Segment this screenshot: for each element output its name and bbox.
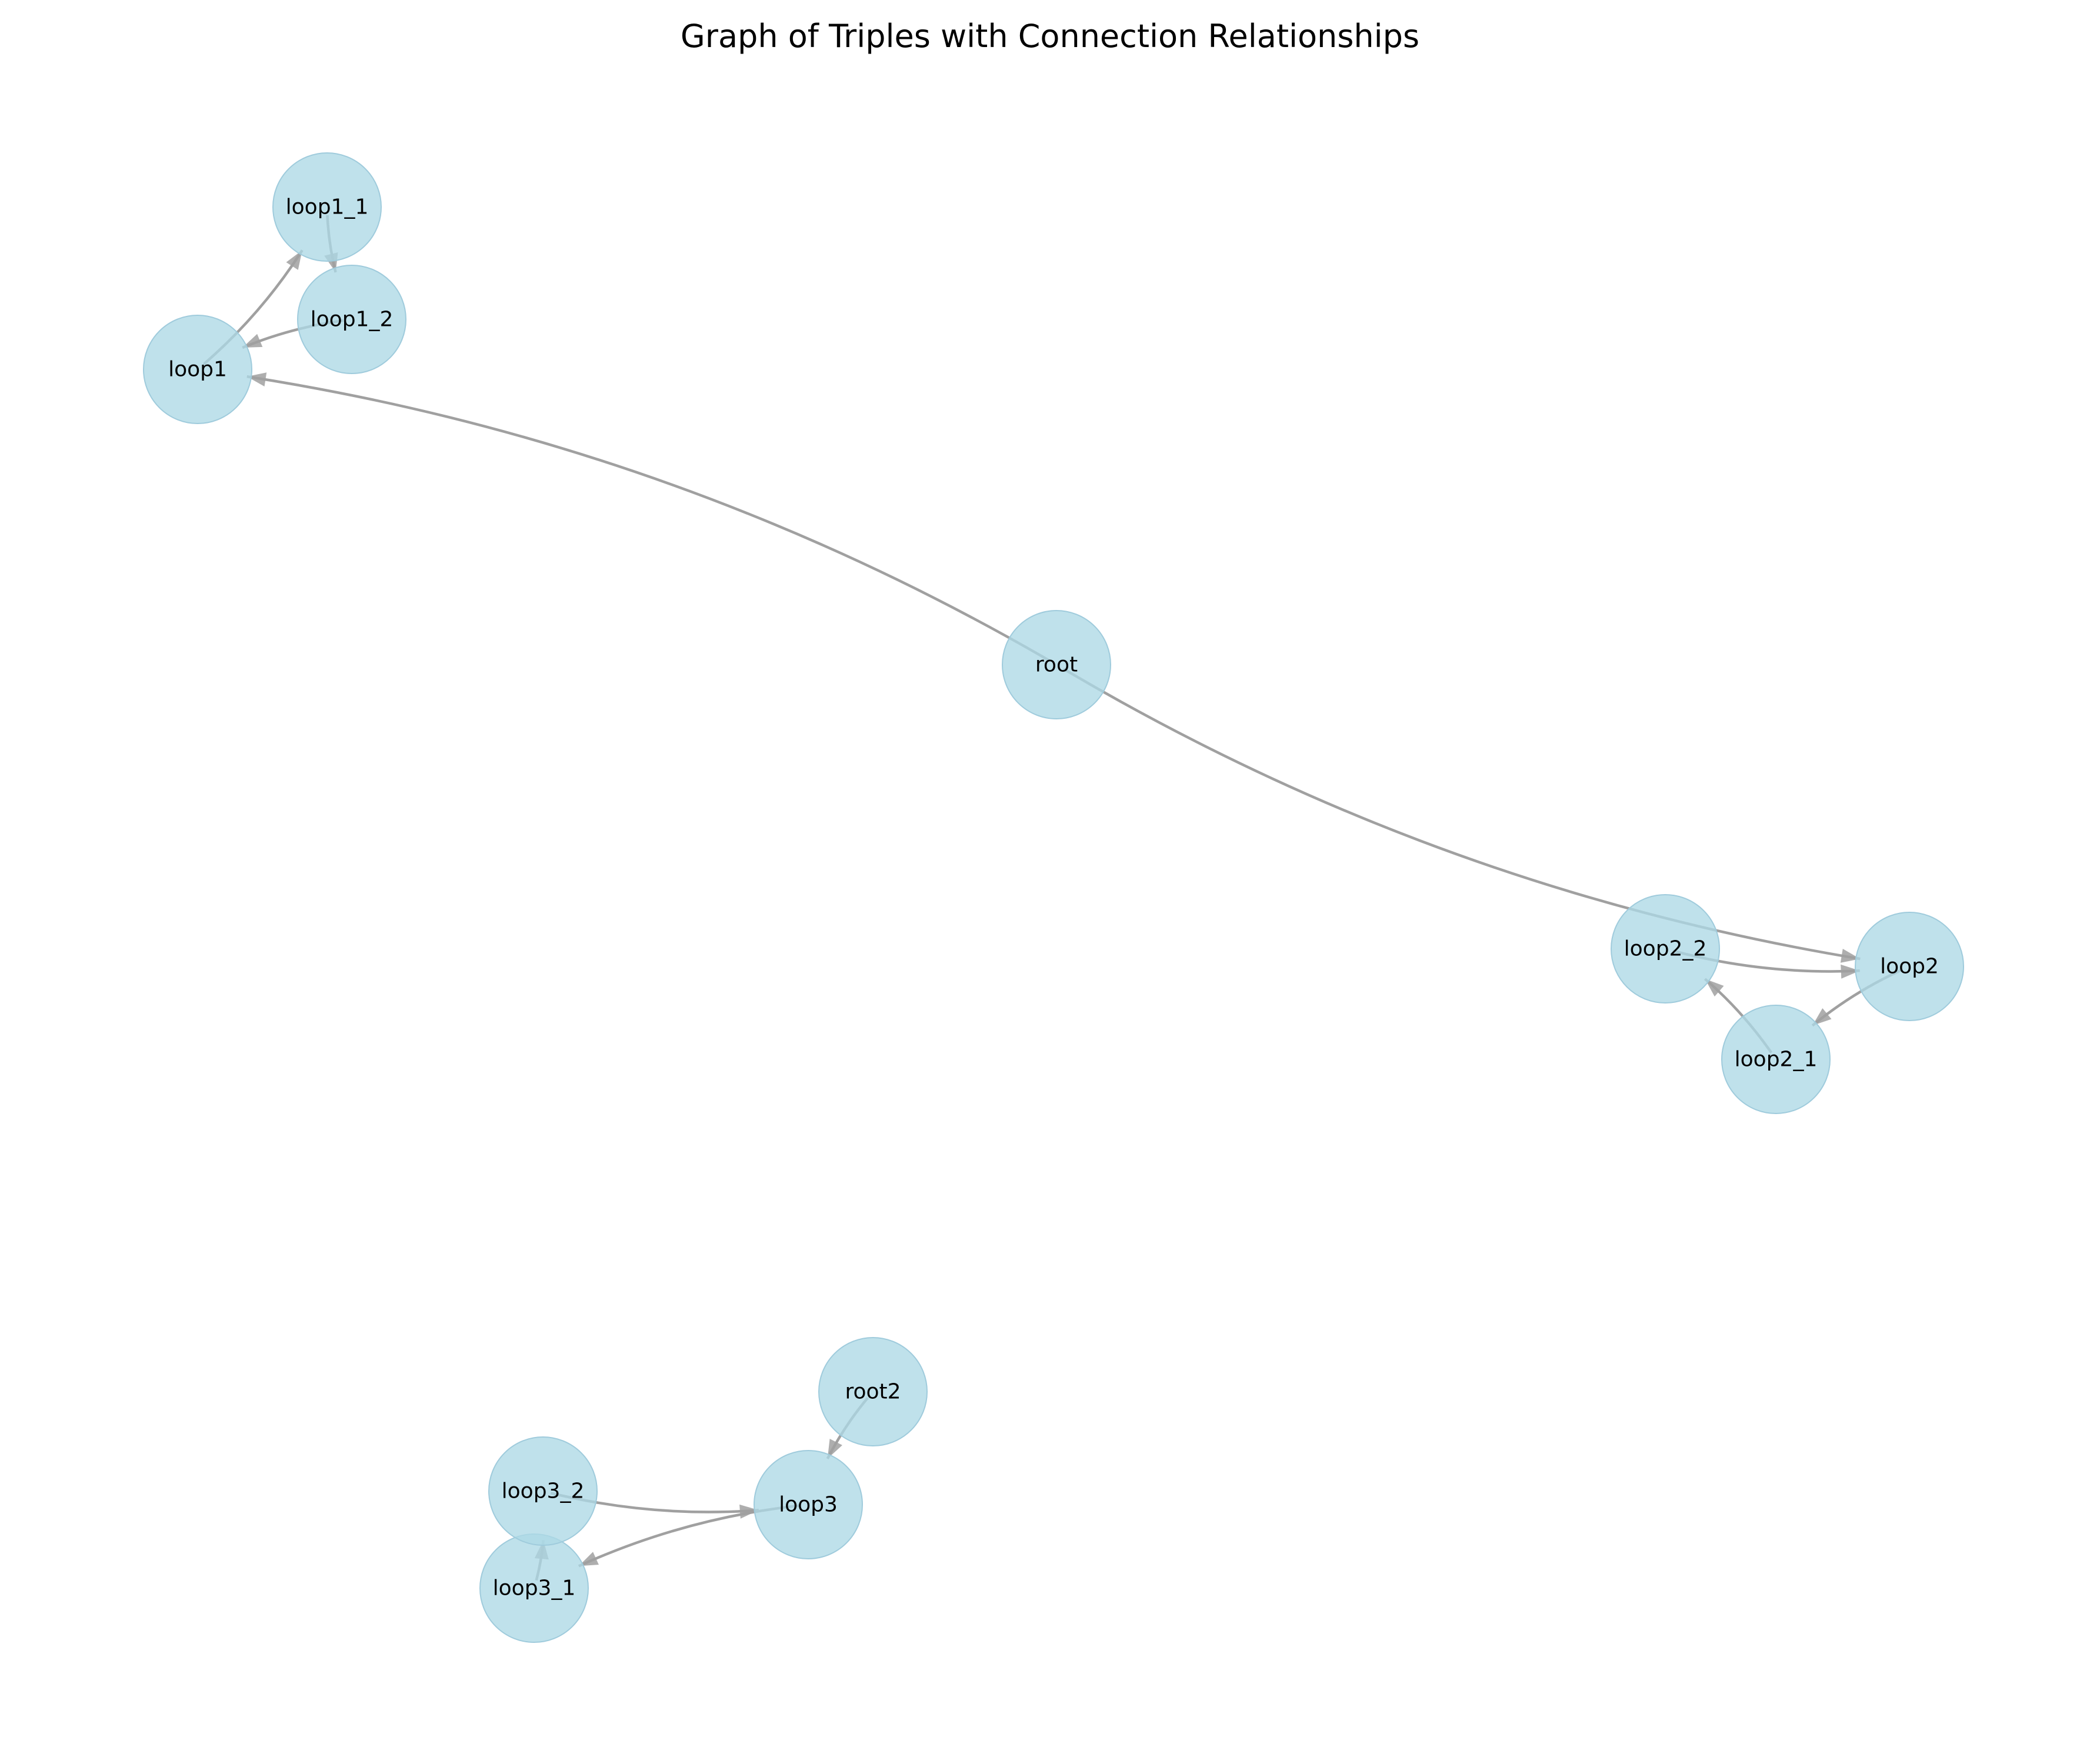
node-loop1: loop1 xyxy=(143,315,252,424)
edge-root-to-loop2 xyxy=(1062,668,1861,963)
arrowhead-icon xyxy=(1812,1008,1832,1026)
edge-line xyxy=(1062,668,1861,961)
node-loop3: loop3 xyxy=(754,1450,863,1559)
node-loop3_2: loop3_2 xyxy=(488,1436,598,1546)
arrowhead-icon xyxy=(578,1552,599,1566)
node-loop2_2: loop2_2 xyxy=(1611,894,1720,1003)
nodes-layer: root loop1 loop1_1 loop1_2 loop2 loop2_1 loop2… xyxy=(143,152,1964,1643)
node-label: loop3_1 xyxy=(493,1576,576,1601)
edge-root-to-loop1 xyxy=(246,372,1051,662)
node-loop2: loop2 xyxy=(1855,912,1964,1021)
node-circle xyxy=(488,1436,598,1546)
node-loop3_1: loop3_1 xyxy=(479,1533,589,1643)
node-circle xyxy=(818,1337,928,1446)
node-loop1_2: loop1_2 xyxy=(297,265,406,374)
arrowhead-icon xyxy=(1705,979,1724,997)
node-circle xyxy=(1721,1005,1831,1114)
arrowhead-icon xyxy=(827,1438,842,1459)
node-label: loop3_2 xyxy=(502,1479,585,1503)
arrowhead-icon xyxy=(242,334,263,348)
node-label: loop2 xyxy=(1880,955,1939,979)
arrowhead-icon xyxy=(1841,964,1860,979)
node-circle xyxy=(754,1450,863,1559)
arrowhead-icon xyxy=(739,1504,759,1519)
node-label: loop1 xyxy=(168,358,227,382)
node-loop1_1: loop1_1 xyxy=(272,152,382,262)
node-circle xyxy=(1611,894,1720,1003)
node-circle xyxy=(1002,610,1111,719)
node-label: root xyxy=(1035,653,1078,677)
arrowhead-icon xyxy=(286,250,302,270)
node-circle xyxy=(1855,912,1964,1021)
node-loop2_1: loop2_1 xyxy=(1721,1005,1831,1114)
node-label: loop2_2 xyxy=(1624,937,1707,961)
node-label: loop1_2 xyxy=(311,308,394,332)
node-label: loop3 xyxy=(779,1493,838,1517)
node-circle xyxy=(272,152,382,262)
node-root: root xyxy=(1002,610,1111,719)
node-circle xyxy=(297,265,406,374)
node-label: loop2_1 xyxy=(1735,1048,1818,1072)
node-root2: root2 xyxy=(818,1337,928,1446)
node-label: root2 xyxy=(845,1380,901,1404)
edge-line xyxy=(246,375,1051,662)
node-label: loop1_1 xyxy=(286,195,369,219)
node-circle xyxy=(143,315,252,424)
chart-title: Graph of Triples with Connection Relatio… xyxy=(681,18,1419,55)
